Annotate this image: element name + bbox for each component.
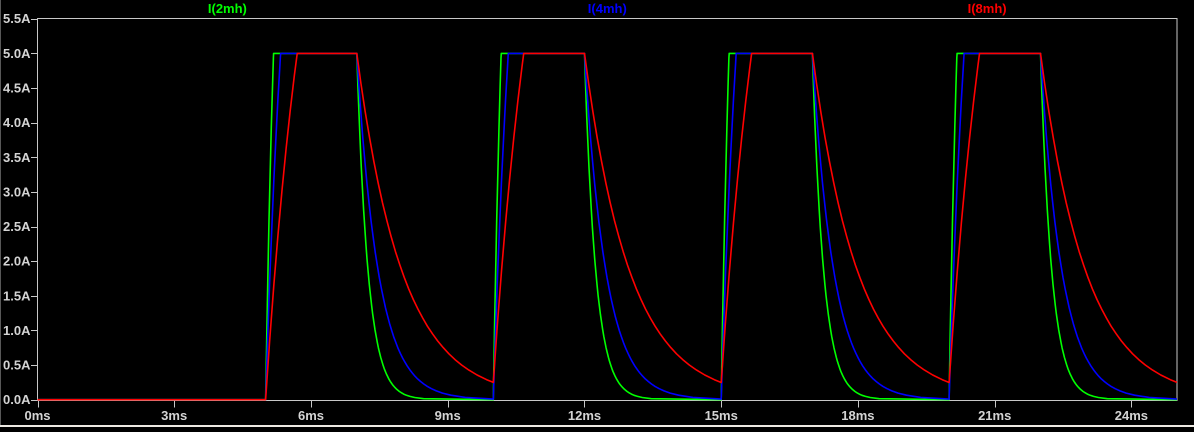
svg-text:1.0A: 1.0A [3,323,31,338]
svg-text:1.5A: 1.5A [3,288,31,303]
svg-text:18ms: 18ms [841,408,874,423]
svg-text:5.0A: 5.0A [3,46,31,61]
svg-text:12ms: 12ms [568,408,601,423]
svg-text:9ms: 9ms [435,408,461,423]
svg-text:24ms: 24ms [1115,408,1148,423]
svg-text:I(8mh): I(8mh) [968,1,1007,16]
svg-text:21ms: 21ms [978,408,1011,423]
svg-text:3ms: 3ms [161,408,187,423]
svg-text:I(2mh): I(2mh) [208,1,247,16]
svg-text:3.5A: 3.5A [3,150,31,165]
svg-text:I(4mh): I(4mh) [588,1,627,16]
svg-text:3.0A: 3.0A [3,184,31,199]
svg-text:2.0A: 2.0A [3,254,31,269]
svg-text:4.5A: 4.5A [3,81,31,96]
svg-text:5.5A: 5.5A [3,11,31,26]
svg-text:0.5A: 0.5A [3,358,31,373]
svg-text:0.0A: 0.0A [3,392,31,407]
svg-text:4.0A: 4.0A [3,115,31,130]
svg-text:2.5A: 2.5A [3,219,31,234]
svg-text:6ms: 6ms [298,408,324,423]
svg-text:15ms: 15ms [705,408,738,423]
svg-text:0ms: 0ms [24,408,50,423]
